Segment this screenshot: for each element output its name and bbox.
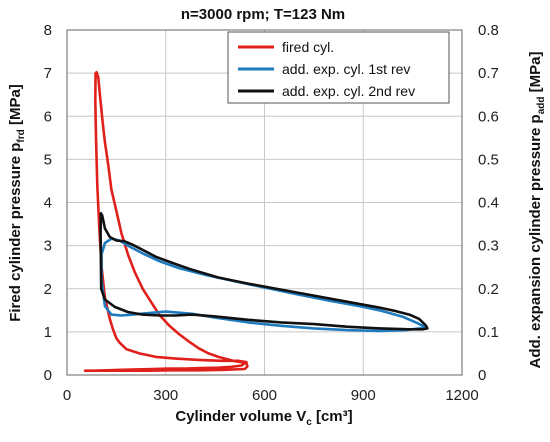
y-right-tick-label: 0.5 bbox=[478, 151, 499, 168]
y-left-ticks: 0 1 2 3 4 5 6 7 8 bbox=[44, 22, 52, 384]
legend-label-2nd-rev: add. exp. cyl. 2nd rev bbox=[282, 83, 415, 99]
y-right-axis-label-unit: [MPa] bbox=[527, 51, 544, 96]
y-left-tick-label: 2 bbox=[44, 281, 52, 298]
y-right-tick-label: 0.1 bbox=[478, 324, 499, 341]
series-fired-cyl bbox=[83, 71, 249, 373]
x-axis-label: Cylinder volume Vc [cm³] bbox=[175, 408, 352, 428]
y-left-axis-label: Fired cylinder pressure pfrd [MPa] bbox=[7, 84, 27, 322]
x-ticks: 0 300 600 900 1200 bbox=[63, 387, 479, 404]
y-right-axis-label: Add. expansion cylinder pressure padd [M… bbox=[527, 51, 547, 368]
series-add-exp-1st-rev bbox=[100, 237, 428, 333]
y-left-tick-label: 4 bbox=[44, 195, 52, 212]
y-right-tick-label: 0.8 bbox=[478, 22, 499, 39]
y-left-tick-label: 0 bbox=[44, 367, 52, 384]
y-right-tick-label: 0.7 bbox=[478, 65, 499, 82]
series-add-exp-2nd-rev bbox=[99, 212, 429, 331]
y-left-axis-label-main: Fired cylinder pressure p bbox=[7, 143, 24, 322]
chart-title: n=3000 rpm; T=123 Nm bbox=[181, 6, 345, 23]
y-left-tick-label: 5 bbox=[44, 151, 52, 168]
legend: fired cyl. add. exp. cyl. 1st rev add. e… bbox=[227, 31, 450, 104]
y-right-axis-label-sub: add bbox=[536, 96, 547, 114]
y-right-tick-label: 0.2 bbox=[478, 281, 499, 298]
y-right-tick-label: 0.4 bbox=[478, 195, 499, 212]
x-tick-label: 1200 bbox=[445, 387, 478, 404]
x-tick-label: 0 bbox=[63, 387, 71, 404]
y-left-tick-label: 6 bbox=[44, 108, 52, 125]
legend-label-fired: fired cyl. bbox=[282, 39, 334, 55]
y-left-axis-label-sub: frd bbox=[16, 129, 27, 142]
y-left-tick-label: 3 bbox=[44, 238, 52, 255]
y-left-tick-label: 1 bbox=[44, 324, 52, 341]
x-tick-label: 300 bbox=[153, 387, 178, 404]
y-left-axis-label-unit: [MPa] bbox=[7, 84, 24, 129]
y-right-tick-label: 0.6 bbox=[478, 108, 499, 125]
y-right-tick-label: 0.3 bbox=[478, 238, 499, 255]
y-left-tick-label: 8 bbox=[44, 22, 52, 39]
y-right-axis-label-main: Add. expansion cylinder pressure p bbox=[527, 114, 544, 368]
legend-label-1st-rev: add. exp. cyl. 1st rev bbox=[282, 61, 410, 77]
y-right-ticks: 0 0.1 0.2 0.3 0.4 0.5 0.6 0.7 0.8 bbox=[478, 22, 499, 384]
x-axis-label-unit: [cm³] bbox=[312, 408, 353, 425]
x-tick-label: 900 bbox=[351, 387, 376, 404]
x-axis-label-sub: c bbox=[306, 417, 312, 428]
y-right-tick-label: 0 bbox=[478, 367, 486, 384]
plot-frame bbox=[66, 29, 463, 376]
series-layer bbox=[83, 71, 429, 373]
x-axis-label-main: Cylinder volume V bbox=[175, 408, 306, 425]
x-tick-label: 600 bbox=[252, 387, 277, 404]
y-left-tick-label: 7 bbox=[44, 65, 52, 82]
